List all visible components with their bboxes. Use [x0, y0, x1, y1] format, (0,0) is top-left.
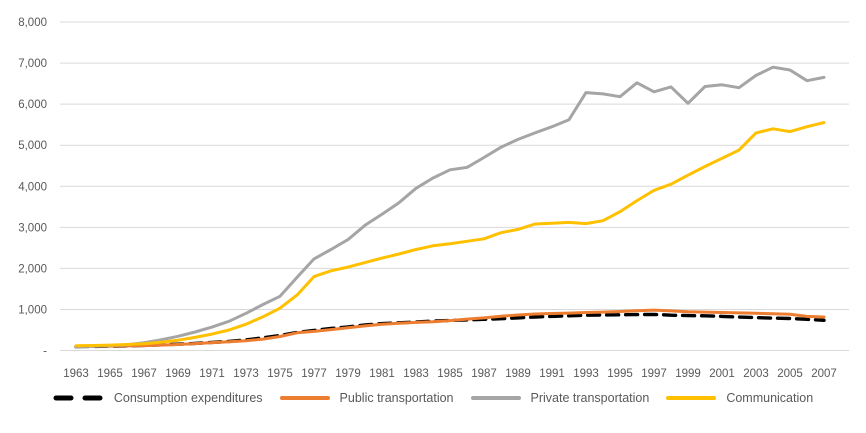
y-axis-tick-label: 8,000	[18, 17, 47, 29]
series-line-public-transportation	[74, 308, 826, 348]
x-axis-tick-label: 2003	[743, 368, 769, 380]
x-axis-tick-label: 1999	[675, 368, 701, 380]
legend-item-public-transportation: Public transportation	[279, 391, 454, 405]
x-axis-tick-label: 1997	[641, 368, 667, 380]
legend-item-communication: Communication	[665, 391, 813, 405]
x-axis-tick-label: 1975	[267, 368, 293, 380]
x-axis-tick-label: 1981	[369, 368, 395, 380]
legend-item-consumption-expenditures: Consumption expenditures	[53, 391, 263, 405]
legend-swatch-consumption-expenditures	[53, 395, 105, 401]
x-axis-tick-label: 1967	[131, 368, 157, 380]
legend-label: Communication	[726, 391, 814, 405]
x-axis-tick-label: 2007	[811, 368, 837, 380]
x-axis-tick-label: 1973	[233, 368, 259, 380]
legend-item-private-transportation: Private transportation	[470, 391, 650, 405]
legend-label: Private transportation	[530, 391, 650, 405]
legend-label: Consumption expenditures	[113, 391, 263, 405]
y-axis-tick-label: 1,000	[18, 304, 47, 316]
legend-swatch-private-transportation	[470, 396, 521, 400]
x-axis-tick-label: 1969	[165, 368, 191, 380]
x-axis-tick-label: 1991	[539, 368, 565, 380]
y-axis-tick-label: 7,000	[18, 58, 47, 70]
x-axis-tick-label: 1979	[335, 368, 361, 380]
x-axis-tick-label: 1983	[403, 368, 429, 380]
y-axis-tick-label: 5,000	[18, 140, 47, 152]
x-axis-tick-label: 1985	[437, 368, 463, 380]
y-axis-tick-label: 2,000	[18, 263, 47, 275]
x-axis-tick-label: 1993	[573, 368, 599, 380]
x-axis-tick-label: 1995	[607, 368, 633, 380]
x-axis-tick-label: 1963	[63, 368, 89, 380]
y-axis-tick-label: 4,000	[18, 181, 47, 193]
x-axis-tick-label: 1989	[505, 368, 531, 380]
series-line-private-transportation	[74, 65, 826, 349]
y-axis-tick-label: -	[43, 346, 47, 358]
legend-swatch-communication	[666, 396, 717, 400]
legend-label: Public transportation	[339, 391, 454, 405]
x-axis-tick-label: 1965	[97, 368, 123, 380]
legend-swatch-public-transportation	[279, 396, 330, 400]
x-axis-tick-label: 2001	[709, 368, 735, 380]
line-chart-svg: - 1,000 2,000 3,000 4,000 5,000 6,000 7,000 8,00…	[18, 17, 849, 380]
x-axis-tick-label: 2005	[777, 368, 803, 380]
chart-legend: Consumption expenditures Public transport…	[0, 391, 866, 405]
x-axis-tick-label: 1971	[199, 368, 225, 380]
y-axis-tick-label: 6,000	[18, 99, 47, 111]
series-line-communication	[74, 121, 826, 348]
x-axis-tick-label: 1987	[471, 368, 497, 380]
y-axis-tick-label: 3,000	[18, 222, 47, 234]
x-axis-tick-label: 1977	[301, 368, 327, 380]
